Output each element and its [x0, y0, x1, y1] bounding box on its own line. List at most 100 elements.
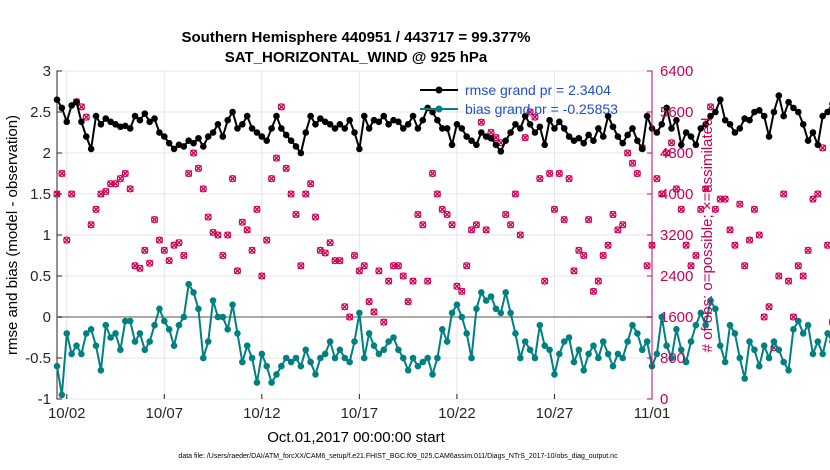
- obs-possible-marker: [506, 221, 515, 229]
- rmse-point: [297, 149, 305, 157]
- obs-possible-marker: [589, 287, 598, 295]
- rmse-point: [799, 121, 807, 128]
- obs-assimilated-marker: [453, 282, 461, 290]
- bias-point: [585, 350, 592, 358]
- obs-possible-marker: [741, 262, 749, 270]
- obs-possible-marker: [575, 246, 583, 254]
- obs-assimilated-marker: [687, 262, 695, 270]
- rmse-point: [463, 133, 470, 140]
- bias-point: [156, 305, 163, 313]
- obs-assimilated-marker: [789, 313, 797, 321]
- bias-point: [209, 297, 217, 304]
- obs-assimilated-marker: [399, 272, 407, 280]
- obs-possible-marker: [199, 185, 207, 193]
- bias-point: [200, 354, 207, 362]
- bias-point: [404, 367, 412, 374]
- obs-assimilated-marker: [282, 164, 290, 172]
- rmse-point: [351, 129, 358, 136]
- bias-point: [131, 338, 139, 345]
- rmse-point: [258, 133, 266, 140]
- obs-assimilated-marker: [482, 226, 490, 234]
- obs-assimilated-marker: [204, 213, 212, 221]
- bias-point: [482, 297, 490, 304]
- obs-assimilated-marker: [741, 262, 749, 270]
- obs-assimilated-marker: [580, 252, 588, 259]
- obs-assimilated-marker: [365, 298, 373, 306]
- obs-assimilated-marker: [546, 170, 554, 177]
- bias-point: [824, 330, 830, 337]
- obs-assimilated-marker: [516, 231, 524, 239]
- y-right-tick-label: 3200: [660, 227, 693, 244]
- obs-possible-marker: [628, 159, 637, 167]
- obs-assimilated-marker: [224, 231, 232, 239]
- obs-possible-marker: [92, 205, 100, 213]
- rmse-point: [707, 112, 714, 120]
- bias-point: [809, 350, 817, 358]
- obs-assimilated-marker: [560, 216, 568, 224]
- obs-possible-marker: [828, 319, 830, 325]
- rmse-point: [146, 118, 153, 126]
- bias-point: [399, 354, 407, 362]
- bias-point: [556, 350, 563, 358]
- bias-point: [268, 379, 275, 386]
- rmse-point: [507, 129, 514, 136]
- bias-point: [424, 354, 431, 362]
- bias-point: [356, 309, 363, 317]
- bias-point: [287, 358, 295, 366]
- obs-possible-marker: [282, 164, 290, 172]
- rmse-point: [117, 123, 124, 131]
- bias-point: [351, 338, 358, 345]
- obs-assimilated-marker: [599, 252, 607, 259]
- obs-assimilated-marker: [511, 190, 519, 198]
- bias-point: [165, 326, 173, 333]
- legend-rmse-marker: [435, 86, 443, 94]
- bias-point: [697, 309, 705, 317]
- rmse-point: [448, 141, 456, 149]
- obs-possible-marker: [355, 267, 363, 275]
- obs-assimilated-marker: [477, 118, 485, 126]
- obs-possible-marker: [565, 175, 573, 183]
- obs-assimilated-marker: [229, 175, 237, 183]
- obs-assimilated-marker: [385, 277, 393, 285]
- bias-point: [775, 346, 783, 354]
- obs-assimilated-marker: [804, 246, 812, 254]
- y-axis-right-label: # of obs: o=possible; ×=assimilated: [699, 118, 716, 353]
- bias-point: [609, 362, 617, 370]
- obs-possible-marker: [443, 210, 451, 219]
- obs-possible-marker: [341, 303, 349, 311]
- obs-assimilated-marker: [536, 175, 544, 183]
- obs-possible-marker: [784, 277, 793, 285]
- bias-point: [692, 321, 700, 329]
- obs-assimilated-marker: [590, 287, 597, 295]
- obs-assimilated-marker: [409, 277, 417, 285]
- x-tick-label: 11/01: [634, 405, 670, 422]
- obs-assimilated-marker: [68, 190, 76, 198]
- bias-point: [512, 330, 519, 337]
- obs-possible-marker: [399, 272, 407, 280]
- bias-point: [360, 354, 368, 362]
- bias-point: [219, 313, 227, 321]
- obs-possible-marker: [663, 149, 671, 157]
- rmse-point: [170, 145, 178, 153]
- rmse-point: [380, 112, 388, 120]
- obs-assimilated-marker: [273, 154, 280, 162]
- obs-assimilated-marker: [136, 264, 144, 272]
- obs-possible-marker: [175, 239, 183, 247]
- obs-assimilated-marker: [297, 262, 305, 270]
- rmse-point: [268, 125, 275, 132]
- rmse-point: [200, 143, 207, 150]
- rmse-point: [687, 133, 695, 140]
- x-tick-label: 10/02: [48, 405, 86, 422]
- y-right-tick-label: 4000: [660, 186, 693, 203]
- bias-point: [170, 342, 178, 350]
- obs-possible-marker: [258, 272, 266, 280]
- rmse-point: [560, 125, 568, 132]
- rmse-point: [317, 115, 324, 122]
- obs-assimilated-marker: [292, 211, 300, 218]
- bias-point: [380, 346, 388, 354]
- rmse-point: [229, 108, 236, 116]
- obs-assimilated-marker: [643, 262, 651, 270]
- obs-possible-marker: [302, 190, 310, 198]
- bias-point: [429, 371, 436, 378]
- rmse-point: [214, 121, 222, 128]
